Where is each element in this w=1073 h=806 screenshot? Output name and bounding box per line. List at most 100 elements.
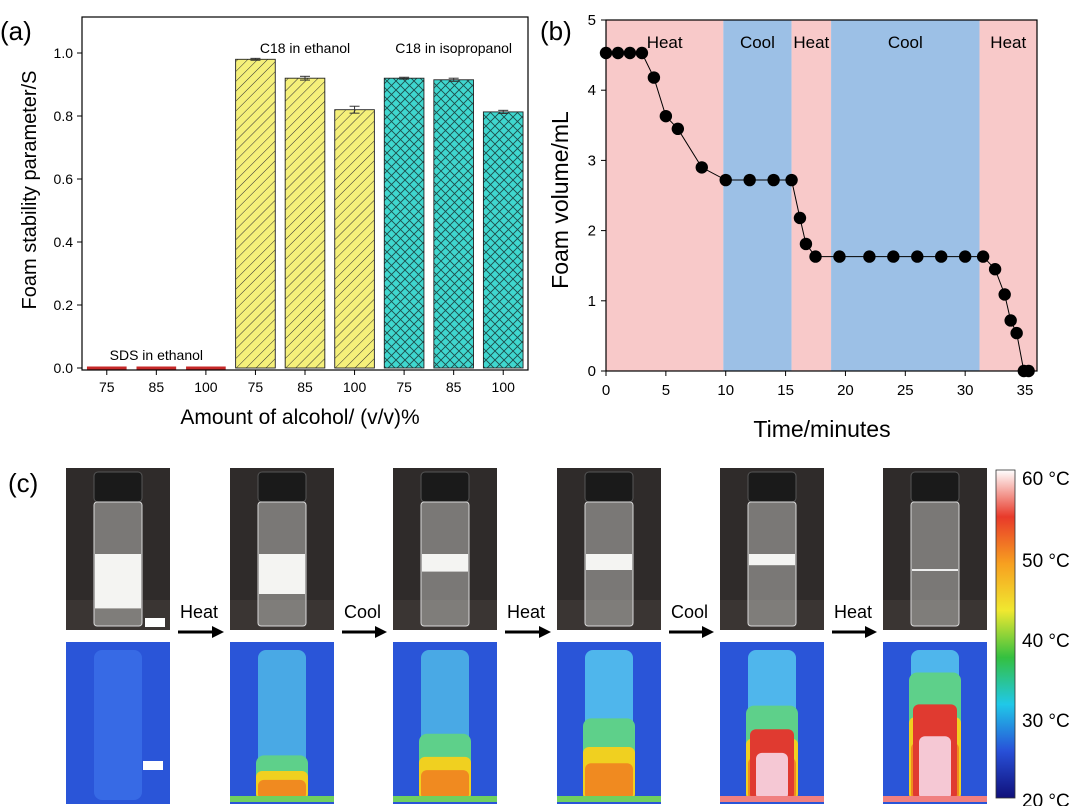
chart-b-regions	[606, 20, 1037, 371]
step-arrows: Heat Cool Heat Cool Heat	[178, 602, 877, 638]
x-tick-label: 25	[897, 382, 914, 399]
x-tick-label: 5	[662, 382, 670, 399]
step-arrow: Cool	[342, 602, 387, 638]
data-point	[623, 46, 637, 60]
foam	[749, 554, 795, 566]
chart-b-xticks: 0 5 10 15 20 25 30 35	[602, 371, 1034, 399]
data-point	[1004, 314, 1017, 327]
vial-photo	[393, 468, 497, 630]
data-point	[767, 173, 780, 187]
arrow-head	[539, 626, 551, 638]
shaded-region	[723, 20, 792, 371]
panel-c-label: (c)	[8, 468, 38, 498]
step-arrow: Heat	[832, 602, 877, 638]
colorbar-label: 30 °C	[1022, 711, 1070, 732]
data-point	[695, 161, 708, 174]
bar	[186, 366, 226, 370]
x-tick-label: 85	[297, 379, 313, 395]
bar	[235, 58, 276, 369]
thermal-image	[230, 642, 334, 804]
data-point	[833, 250, 846, 263]
foam	[95, 554, 141, 609]
chart-b-points	[599, 46, 1035, 378]
thermal-image	[393, 642, 497, 804]
arrow-head	[865, 626, 877, 638]
group-label: C18 in isopropanol	[395, 40, 512, 56]
panel-a: (a) 0.0 0.2 0.4 0.6 0.8 1.0 75 85 100 75 85 100 75 8…	[0, 16, 529, 429]
x-tick-label: 35	[1017, 382, 1034, 399]
data-point	[659, 109, 673, 123]
data-point	[863, 250, 876, 263]
colorbar-label: 40 °C	[1022, 631, 1070, 652]
bar	[284, 77, 326, 369]
data-point	[799, 237, 813, 251]
bar	[383, 77, 425, 369]
step-label: Heat	[834, 602, 872, 622]
x-tick-label: 100	[343, 379, 367, 395]
x-tick-label: 100	[194, 379, 218, 395]
vial-cap	[420, 471, 470, 503]
chart-a-yticks: 0.0 0.2 0.4 0.6 0.8 1.0	[54, 45, 82, 376]
y-tick-label: 4	[588, 82, 596, 99]
vial-cap	[910, 471, 960, 503]
foam	[259, 554, 305, 594]
region-label: Heat	[793, 33, 829, 52]
step-label: Cool	[344, 602, 381, 622]
chart-a-xticks: 75 85 100 75 85 100 75 85 100	[99, 370, 515, 395]
data-point	[743, 173, 756, 187]
scale-bar-thermal	[143, 761, 163, 770]
data-point	[911, 250, 924, 263]
bar	[136, 366, 177, 370]
x-tick-label: 15	[777, 382, 794, 399]
chart-b-yticks: 0 1 2 3 4 5	[588, 12, 606, 380]
step-label: Cool	[671, 602, 708, 622]
data-point	[635, 46, 649, 60]
colorbar-label: 50 °C	[1022, 551, 1070, 572]
bar	[86, 366, 127, 370]
arrow-head	[375, 626, 387, 638]
vial-photo	[230, 468, 334, 630]
panel-b-label: (b)	[540, 16, 572, 46]
y-tick-label: 2	[588, 223, 596, 240]
data-point	[976, 250, 990, 263]
x-tick-label: 30	[957, 382, 974, 399]
chart-a-group-labels: SDS in ethanol C18 in ethanol C18 in isopr…	[110, 40, 512, 363]
arrow-head	[702, 626, 714, 638]
data-point	[809, 250, 822, 263]
colorbar-labels: 60 °C 50 °C 40 °C 30 °C 20 °C	[1022, 469, 1070, 806]
step-label: Heat	[507, 602, 545, 622]
chart-b-xlabel: Time/minutes	[753, 416, 890, 442]
y-tick-label: 0.6	[54, 171, 74, 187]
colorbar-label: 60 °C	[1022, 469, 1070, 490]
x-tick-label: 10	[717, 382, 734, 399]
chart-a-ylabel: Foam stability parameter/S	[19, 71, 41, 310]
shaded-region	[606, 20, 724, 371]
chart-a-bars	[86, 58, 524, 370]
region-label: Cool	[740, 33, 775, 52]
foam	[422, 554, 468, 572]
data-point	[719, 173, 732, 187]
x-tick-label: 85	[149, 379, 165, 395]
data-point	[793, 211, 807, 225]
vial-cap	[747, 471, 797, 503]
bar	[334, 109, 375, 369]
y-tick-label: 1	[588, 293, 596, 310]
step-arrow: Heat	[178, 602, 224, 638]
chart-b-ylabel: Foam volume/mL	[547, 111, 573, 289]
y-tick-label: 0.2	[54, 297, 74, 313]
x-tick-label: 75	[248, 379, 264, 395]
thermal-image	[66, 642, 170, 804]
vial-cap	[257, 471, 307, 503]
chart-b-region-labels: Heat Cool Heat Cool Heat	[647, 33, 1027, 52]
y-tick-label: 0.8	[54, 108, 74, 124]
x-tick-label: 85	[446, 379, 462, 395]
y-tick-label: 5	[588, 12, 596, 29]
foam	[586, 554, 632, 570]
y-tick-label: 1.0	[54, 45, 74, 61]
y-tick-label: 0.4	[54, 234, 74, 250]
group-label: C18 in ethanol	[260, 40, 350, 56]
vial-cap	[93, 471, 143, 503]
shaded-region	[831, 20, 980, 371]
vial-thermal	[94, 650, 142, 800]
data-point	[988, 263, 1002, 276]
